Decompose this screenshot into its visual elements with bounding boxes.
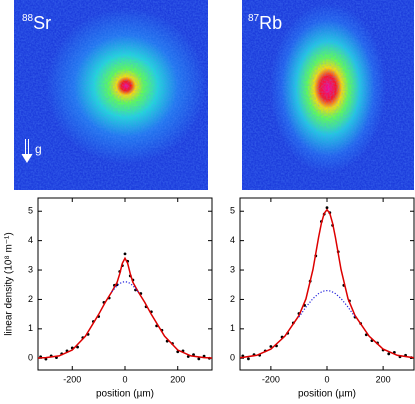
arrow-label: g xyxy=(35,142,42,156)
y-tick-label: 4 xyxy=(28,235,33,245)
y-tick-label: 0 xyxy=(230,353,235,363)
image-label: 87Rb xyxy=(248,13,282,33)
plot: 0 1 2 3 4 5 -200 0 200 position (µm) linear densit… xyxy=(4,197,213,400)
y-tick-label: 2 xyxy=(230,294,235,304)
isotope: 87 xyxy=(248,13,260,24)
x-axis-label: position (µm) xyxy=(96,389,154,399)
data-point xyxy=(197,357,201,361)
y-tick-label: 1 xyxy=(230,323,235,333)
y-tick-label: 5 xyxy=(230,206,235,216)
y-tick-label: 2 xyxy=(28,294,33,304)
y-tick-label: 1 xyxy=(28,323,33,333)
y-tick-label: 3 xyxy=(230,264,235,274)
data-point xyxy=(387,352,391,356)
x-tick-label: -200 xyxy=(63,374,81,384)
image-rb: 87Rb xyxy=(242,0,414,190)
plot-frame xyxy=(37,197,213,371)
plot-frame xyxy=(239,197,415,371)
x-tick-label: -200 xyxy=(262,374,280,384)
x-tick-label: 200 xyxy=(376,374,391,384)
image-label: 88Sr xyxy=(22,13,51,33)
element: Rb xyxy=(259,13,282,33)
data-point xyxy=(269,345,273,348)
data-point xyxy=(247,357,250,361)
fit-curve xyxy=(239,208,415,359)
gravity-arrow xyxy=(21,139,33,163)
element: Sr xyxy=(33,13,51,33)
data-point xyxy=(76,345,79,349)
data-point xyxy=(123,252,127,256)
data-point xyxy=(325,206,329,210)
dotted-curve xyxy=(111,281,139,293)
plot: 0 1 2 3 4 5 -200 0 200 position (µm) xyxy=(230,197,415,400)
isotope: 88 xyxy=(22,13,34,24)
y-tick-label: 3 xyxy=(28,264,33,274)
x-axis-label: position (µm) xyxy=(298,389,356,399)
y-axis-label: linear density (10⁸ m⁻¹) xyxy=(4,232,15,335)
fit-curve xyxy=(37,256,213,359)
x-tick-label: 0 xyxy=(324,374,329,384)
x-tick-label: 0 xyxy=(122,374,127,384)
y-tick-label: 0 xyxy=(28,353,33,363)
x-tick-label: 200 xyxy=(170,374,185,384)
dotted-curve xyxy=(298,290,356,318)
y-tick-label: 5 xyxy=(28,206,33,216)
y-tick-label: 4 xyxy=(230,235,235,245)
image-sr: 88Sr g xyxy=(14,0,208,190)
